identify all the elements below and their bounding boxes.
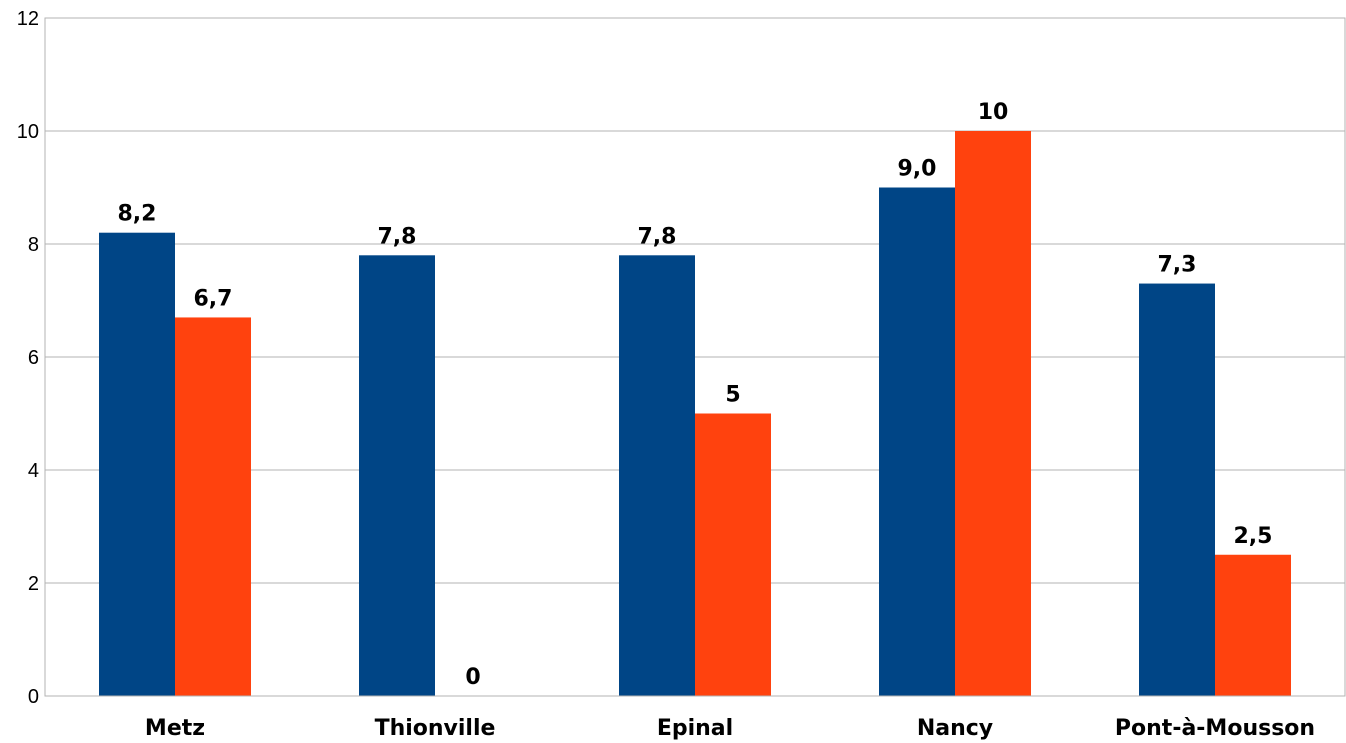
data-label-nancy-series-2: 10 [978, 100, 1009, 125]
y-tick-label-0: 0 [28, 686, 39, 708]
data-label-thionville-series-2: 0 [465, 665, 480, 690]
bars [99, 131, 1291, 697]
bar-pont-à-mousson-series-2 [1215, 554, 1291, 696]
bar-thionville-series-1 [359, 255, 435, 697]
x-tick-label-thionville: Thionville [375, 716, 496, 741]
data-label-epinal-series-1: 7,8 [638, 224, 677, 249]
data-label-epinal-series-2: 5 [725, 383, 740, 408]
x-tick-label-pont-à-mousson: Pont-à-Mousson [1115, 716, 1315, 741]
data-label-nancy-series-1: 9,0 [898, 157, 937, 182]
bar-epinal-series-2 [695, 413, 771, 696]
data-label-pont-à-mousson-series-2: 2,5 [1234, 524, 1273, 549]
data-label-metz-series-2: 6,7 [194, 286, 233, 311]
bar-nancy-series-1 [879, 187, 955, 696]
data-label-pont-à-mousson-series-1: 7,3 [1158, 253, 1197, 278]
y-tick-label-10: 10 [17, 121, 39, 143]
y-tick-label-4: 4 [28, 460, 39, 482]
bar-nancy-series-2 [955, 131, 1031, 696]
y-tick-label-8: 8 [28, 234, 39, 256]
y-tick-label-2: 2 [28, 573, 39, 595]
axes: 0 2 4 6 8 10 12 [17, 8, 1345, 708]
bar-epinal-series-1 [619, 255, 695, 697]
data-label-metz-series-1: 8,2 [118, 202, 157, 227]
y-tick-label-6: 6 [28, 347, 39, 369]
x-tick-label-metz: Metz [145, 716, 205, 741]
x-tick-label-epinal: Epinal [657, 716, 733, 741]
x-tick-label-nancy: Nancy [917, 716, 993, 741]
y-tick-label-12: 12 [17, 8, 39, 30]
bar-metz-series-2 [175, 317, 251, 696]
data-label-thionville-series-1: 7,8 [378, 224, 417, 249]
bar-metz-series-1 [99, 232, 175, 696]
bar-pont-à-mousson-series-1 [1139, 283, 1215, 696]
labels: 8,2 6,7 Metz 7,8 0 Thionville 7,8 5 Epinal 9,0 10 N… [118, 100, 1316, 741]
